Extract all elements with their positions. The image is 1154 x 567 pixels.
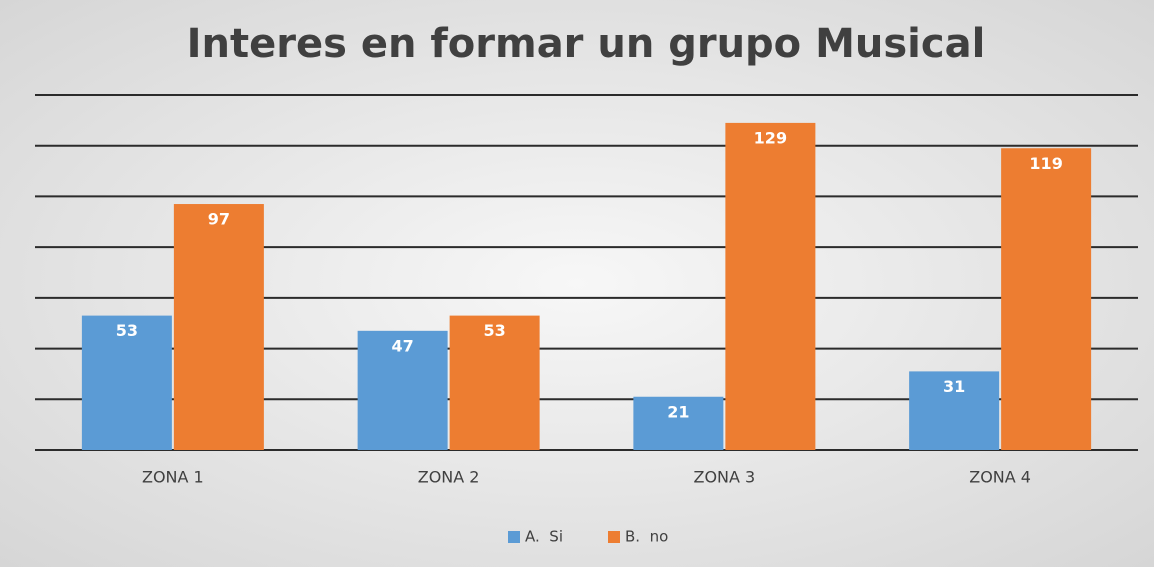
chart-title: Interes en formar un grupo Musical xyxy=(187,21,986,67)
bar xyxy=(1001,148,1092,450)
data-label: 47 xyxy=(391,336,413,355)
data-label: 119 xyxy=(1029,154,1062,173)
legend-label: A. Si xyxy=(525,528,563,546)
x-tick-label: ZONA 3 xyxy=(694,468,756,487)
x-tick-label: ZONA 4 xyxy=(969,468,1031,487)
legend-swatch xyxy=(508,531,520,543)
data-label: 53 xyxy=(483,321,505,340)
data-label: 97 xyxy=(208,210,230,229)
data-label: 31 xyxy=(943,377,965,396)
bar xyxy=(449,315,540,450)
bar xyxy=(173,204,264,450)
data-label: 53 xyxy=(116,321,138,340)
legend-label: B. no xyxy=(625,528,668,546)
bar xyxy=(357,330,448,450)
bar xyxy=(633,396,724,450)
bar xyxy=(725,122,816,451)
legend-swatch xyxy=(608,531,620,543)
x-tick-label: ZONA 2 xyxy=(418,468,480,487)
bar xyxy=(909,371,1000,450)
bar xyxy=(81,315,172,450)
data-label: 129 xyxy=(754,128,787,147)
data-label: 21 xyxy=(667,402,689,421)
x-tick-label: ZONA 1 xyxy=(142,468,204,487)
